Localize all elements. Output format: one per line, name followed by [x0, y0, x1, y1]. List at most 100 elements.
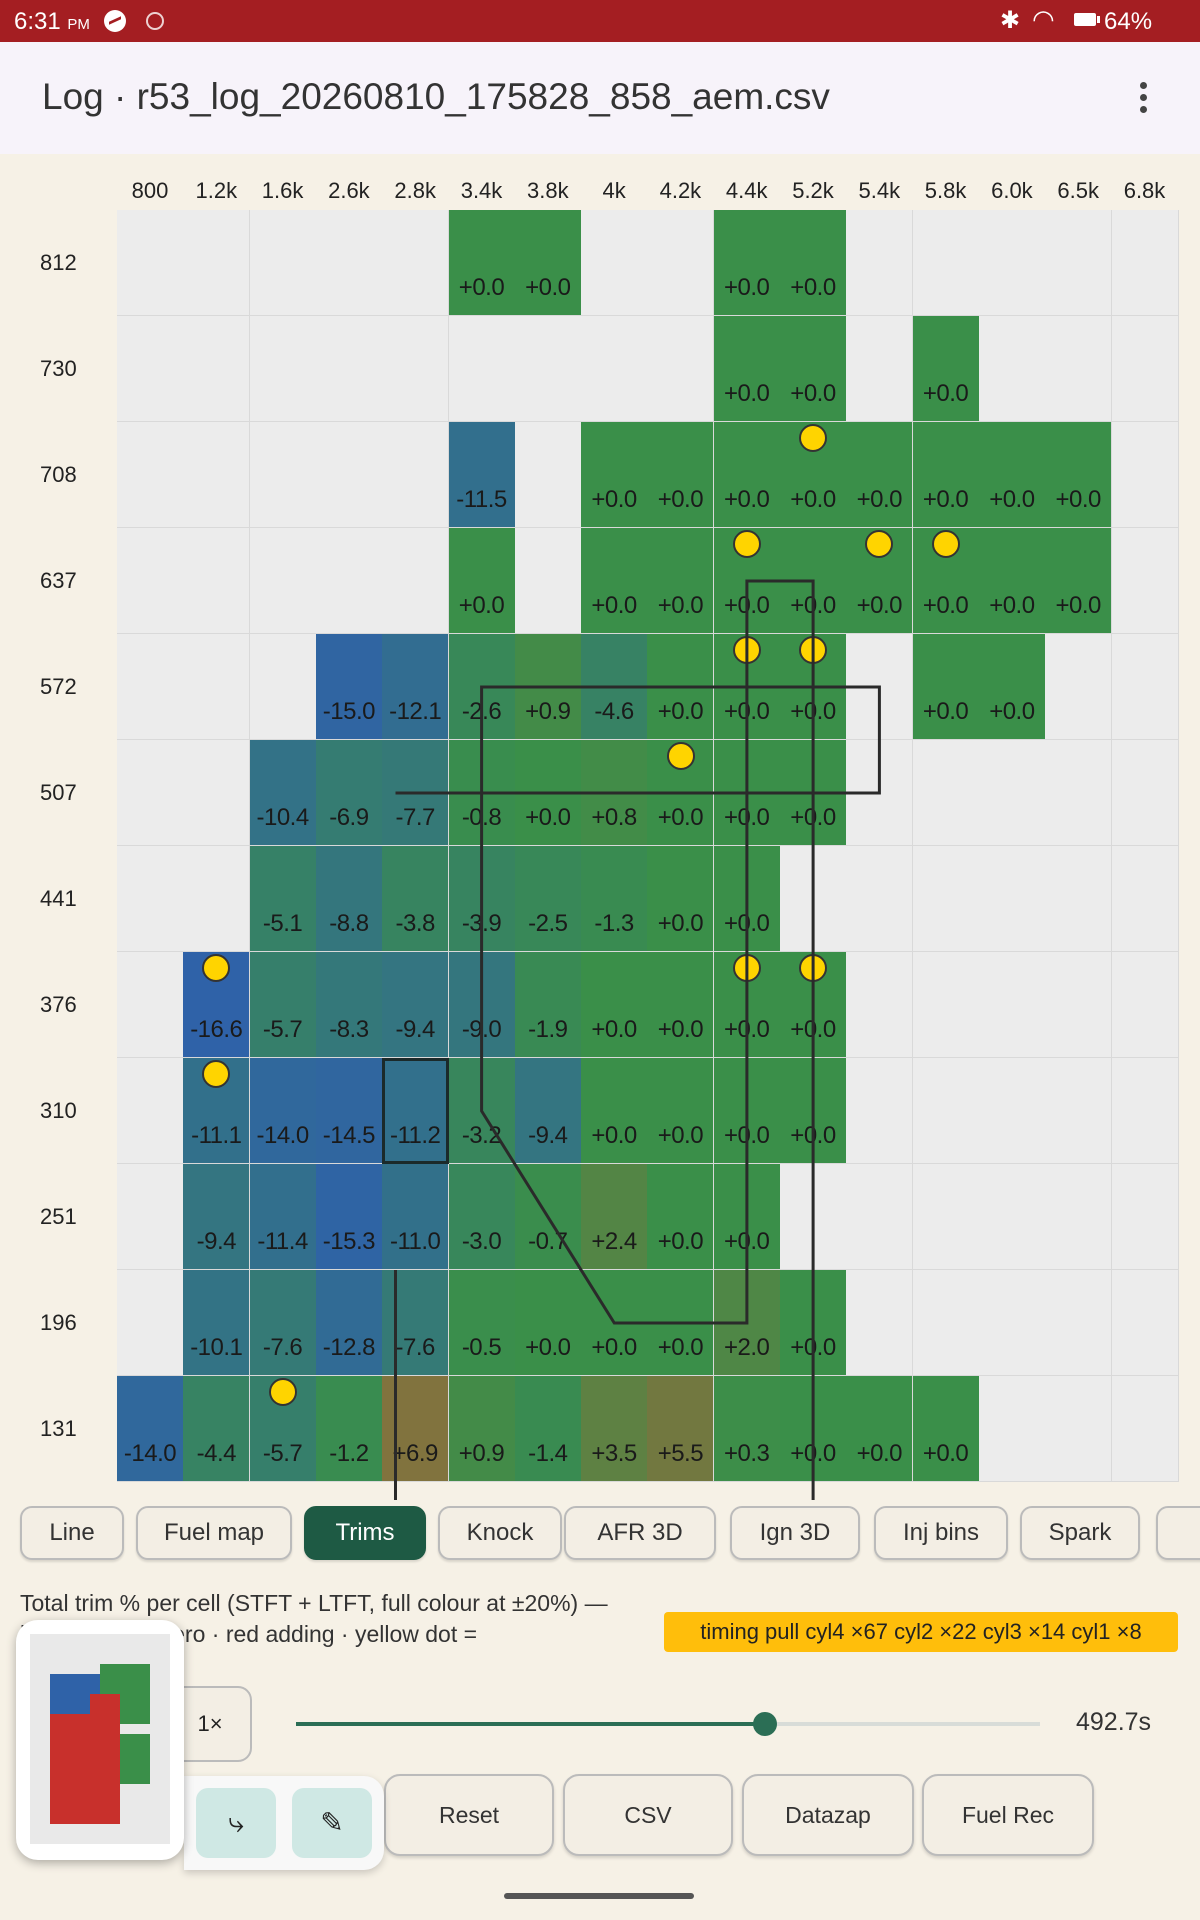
trim-cell[interactable]: [1111, 634, 1179, 740]
trim-cell[interactable]: +0.0: [780, 210, 847, 316]
trim-cell[interactable]: -11.4: [249, 1164, 317, 1270]
trim-cell[interactable]: [1111, 528, 1179, 634]
trim-cell[interactable]: -0.5: [448, 1270, 516, 1376]
trim-cell[interactable]: -0.7: [514, 1164, 582, 1270]
trim-cell[interactable]: -1.4: [514, 1376, 582, 1482]
trim-cell[interactable]: [1111, 952, 1179, 1058]
tab-fuel-map[interactable]: Fuel map: [136, 1506, 292, 1560]
trim-cell[interactable]: [978, 846, 1046, 952]
trim-cell[interactable]: +0.0: [514, 740, 582, 846]
trim-cell[interactable]: +0.0: [1045, 528, 1113, 634]
tab-knock[interactable]: Knock: [438, 1506, 562, 1560]
trim-cell[interactable]: -9.4: [514, 1058, 582, 1164]
trim-cell[interactable]: [249, 210, 317, 316]
trim-cell[interactable]: [183, 316, 251, 422]
trim-cell[interactable]: +0.0: [1045, 422, 1113, 528]
trim-cell[interactable]: +0.0: [647, 422, 715, 528]
trim-cell[interactable]: +0.0: [713, 422, 781, 528]
trim-cell[interactable]: +2.4: [581, 1164, 649, 1270]
trim-cell[interactable]: [780, 1164, 847, 1270]
trim-cell[interactable]: [846, 210, 914, 316]
trim-cell[interactable]: [647, 210, 715, 316]
trim-cell[interactable]: +0.8: [581, 740, 649, 846]
trim-cell[interactable]: [1111, 1164, 1179, 1270]
trim-cell[interactable]: -12.8: [315, 1270, 383, 1376]
trim-cell[interactable]: +0.0: [581, 422, 649, 528]
trim-cell[interactable]: [581, 316, 649, 422]
trim-cell[interactable]: +2.0: [713, 1270, 781, 1376]
trim-cell[interactable]: -5.1: [249, 846, 317, 952]
trim-cell[interactable]: +0.0: [647, 1058, 715, 1164]
trim-cell[interactable]: -10.4: [249, 740, 317, 846]
tab-spark[interactable]: Spark: [1020, 1506, 1140, 1560]
trim-cell[interactable]: [978, 740, 1046, 846]
trim-cell[interactable]: [117, 846, 184, 952]
trim-cell[interactable]: [249, 422, 317, 528]
trim-cell[interactable]: [978, 1270, 1046, 1376]
trim-cell[interactable]: +0.0: [647, 1164, 715, 1270]
trim-cell[interactable]: -7.6: [382, 1270, 450, 1376]
reset-button[interactable]: Reset: [384, 1774, 554, 1856]
trim-cell[interactable]: [1111, 422, 1179, 528]
trim-cell[interactable]: +0.0: [514, 210, 582, 316]
trim-cell[interactable]: [1111, 740, 1179, 846]
trim-cell[interactable]: -7.7: [382, 740, 450, 846]
trim-cell[interactable]: [846, 740, 914, 846]
trim-cell[interactable]: [1111, 846, 1179, 952]
trim-cell[interactable]: +0.0: [912, 528, 980, 634]
trim-cell[interactable]: -3.9: [448, 846, 516, 952]
trim-cell[interactable]: +0.0: [780, 316, 847, 422]
trim-cell[interactable]: +0.0: [647, 1270, 715, 1376]
trim-cell[interactable]: [978, 1058, 1046, 1164]
trim-cell[interactable]: +0.0: [780, 528, 847, 634]
trim-cell[interactable]: -15.0: [315, 634, 383, 740]
trim-cell[interactable]: -9.0: [448, 952, 516, 1058]
trim-cell[interactable]: [249, 528, 317, 634]
trim-cell[interactable]: +0.3: [713, 1376, 781, 1482]
trim-cell[interactable]: [581, 210, 649, 316]
trim-cell[interactable]: -3.8: [382, 846, 450, 952]
trim-cell[interactable]: [514, 316, 582, 422]
trim-cell[interactable]: +0.0: [514, 1270, 582, 1376]
trim-cell[interactable]: +0.0: [581, 1270, 649, 1376]
trim-cell[interactable]: +3.5: [581, 1376, 649, 1482]
trim-cell[interactable]: [514, 422, 582, 528]
fuel-rec-button[interactable]: Fuel Rec: [922, 1774, 1094, 1856]
trim-cell[interactable]: [315, 528, 383, 634]
trim-cell[interactable]: +0.0: [448, 210, 516, 316]
trim-cell[interactable]: [1045, 1270, 1113, 1376]
trim-cell[interactable]: +6.9: [382, 1376, 450, 1482]
trim-cell[interactable]: +0.0: [647, 634, 715, 740]
trim-cell[interactable]: [382, 422, 450, 528]
trim-cell[interactable]: +0.0: [912, 1376, 980, 1482]
trim-cell[interactable]: [846, 846, 914, 952]
tab-line[interactable]: Line: [20, 1506, 124, 1560]
trim-cell[interactable]: [846, 316, 914, 422]
trim-cell[interactable]: +0.9: [448, 1376, 516, 1482]
trim-cell[interactable]: [846, 952, 914, 1058]
trim-cell[interactable]: [912, 210, 980, 316]
trim-cell[interactable]: +0.9: [514, 634, 582, 740]
trim-cell[interactable]: [117, 528, 184, 634]
csv-button[interactable]: CSV: [563, 1774, 733, 1856]
trim-cell[interactable]: +0.0: [713, 740, 781, 846]
trim-cell[interactable]: -5.7: [249, 952, 317, 1058]
trim-cell[interactable]: [1045, 740, 1113, 846]
trim-cell[interactable]: [1045, 1164, 1113, 1270]
tab-inj-bins[interactable]: Inj bins: [874, 1506, 1008, 1560]
trim-cell[interactable]: [117, 316, 184, 422]
trim-cell[interactable]: [382, 316, 450, 422]
tab-ign-3d[interactable]: Ign 3D: [730, 1506, 860, 1560]
trim-cell[interactable]: [912, 846, 980, 952]
home-indicator[interactable]: [504, 1893, 694, 1899]
trim-cell[interactable]: [1111, 210, 1179, 316]
trim-cell[interactable]: -12.1: [382, 634, 450, 740]
screenshot-thumbnail[interactable]: [16, 1620, 184, 1860]
trim-cell[interactable]: [978, 952, 1046, 1058]
tab-afr-3d[interactable]: AFR 3D: [564, 1506, 716, 1560]
trim-cell[interactable]: [912, 1058, 980, 1164]
edit-icon[interactable]: ✎: [292, 1788, 372, 1858]
trim-cell[interactable]: [978, 1164, 1046, 1270]
trim-cell[interactable]: [978, 210, 1046, 316]
trim-cell[interactable]: [249, 634, 317, 740]
